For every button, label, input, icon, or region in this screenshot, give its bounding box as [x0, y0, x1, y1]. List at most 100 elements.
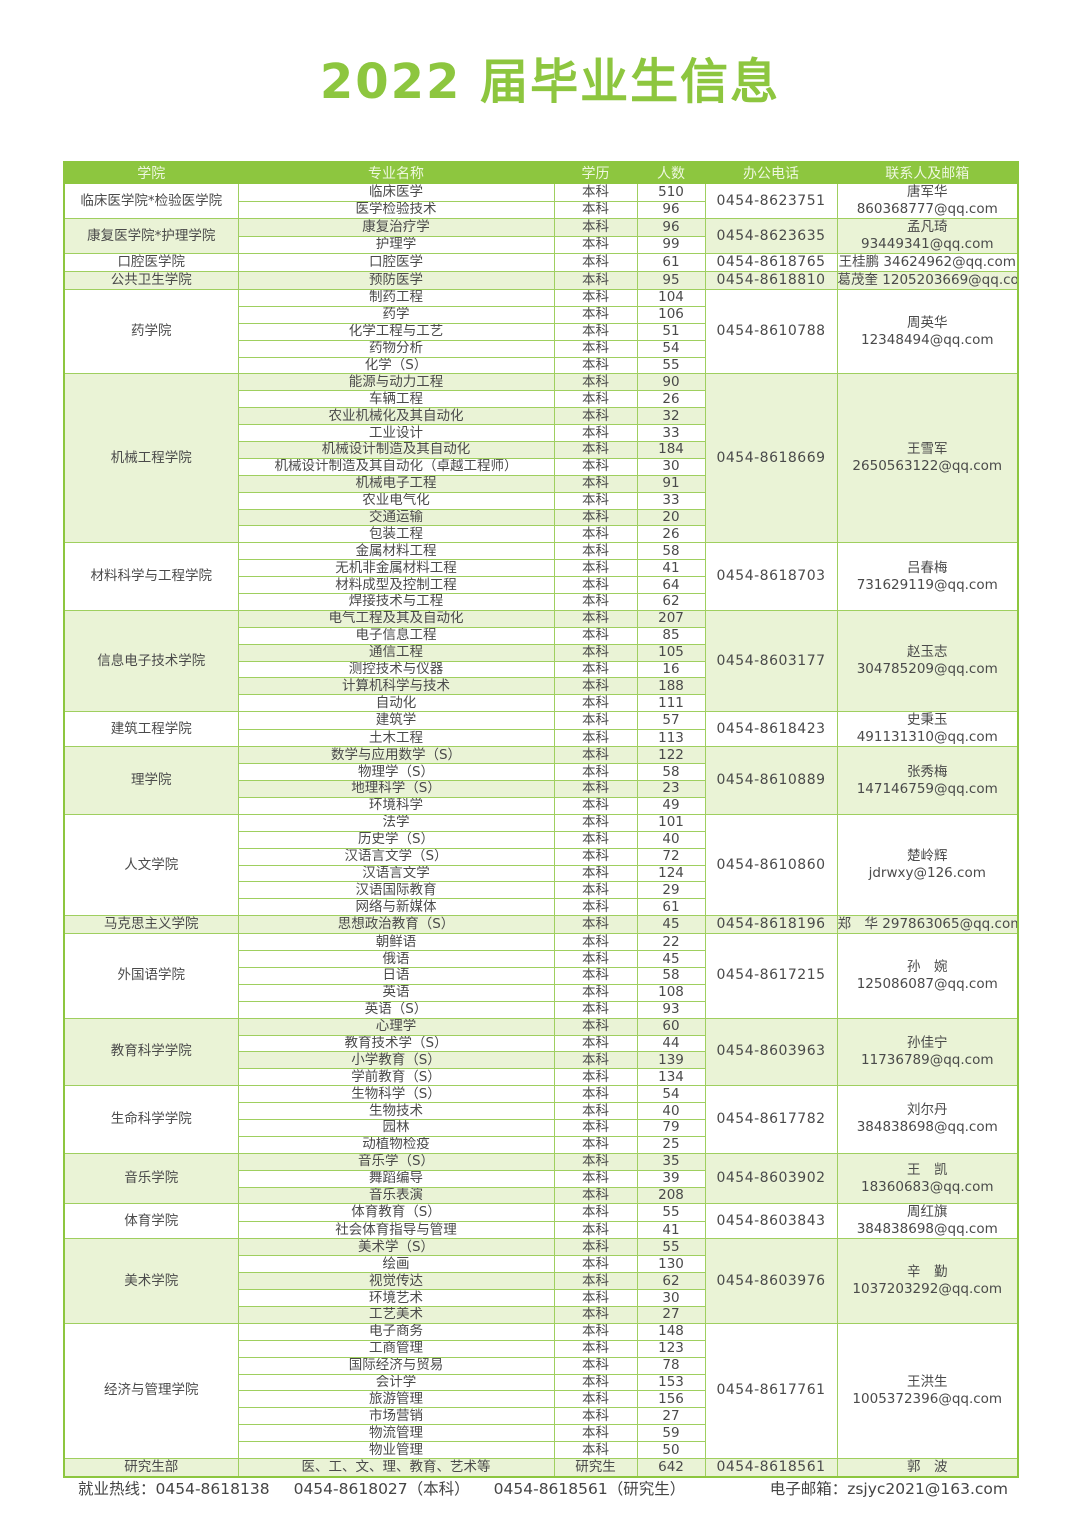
- contact-info: 楚岭辉 jdrwxy@126.com: [836, 813, 1019, 917]
- major-name: 地理科学（S）: [237, 780, 555, 798]
- header-contact: 联系人及邮箱: [836, 161, 1019, 184]
- graduate-count: 61: [636, 898, 706, 917]
- table-row: 机械设计制造及其自动化 本科 184: [64, 441, 1018, 459]
- major-name: 朝鲜语: [237, 933, 555, 952]
- degree: 本科: [553, 1289, 638, 1307]
- degree: 研究生: [553, 1458, 638, 1478]
- degree: 本科: [553, 322, 638, 341]
- major-name: 心理学: [237, 1017, 555, 1036]
- office-phone: 0454-8603843: [704, 1203, 838, 1240]
- contact-info: 唐军华 860368777@qq.com: [836, 183, 1019, 219]
- contact-email: 384838698@qq.com: [856, 1221, 998, 1238]
- major-name: 无机非金属材料工程: [237, 559, 555, 578]
- contact-info: 史秉玉 491131310@qq.com: [836, 711, 1019, 748]
- degree: 本科: [553, 200, 638, 219]
- degree: 本科: [553, 508, 638, 527]
- graduate-count: 22: [636, 933, 706, 952]
- contact-name: 王桂鹏 34624962@qq.com: [838, 254, 1016, 271]
- major-name: 护理学: [237, 235, 555, 254]
- office-phone: 0454-8623635: [704, 218, 838, 254]
- major-name: 测控技术与仪器: [237, 660, 555, 679]
- office-phone: 0454-8617215: [704, 933, 838, 1019]
- graduate-count: 58: [636, 763, 706, 782]
- table-row: 学前教育（S） 本科 134: [64, 1068, 1018, 1087]
- degree: 本科: [553, 289, 638, 307]
- table-row: 汉语国际教育 本科 29: [64, 881, 1018, 900]
- major-name: 英语（S）: [237, 1000, 555, 1019]
- table-row: 无机非金属材料工程 本科 41: [64, 559, 1018, 578]
- graduate-count: 105: [636, 643, 706, 662]
- contact-name: 辛 勤: [907, 1264, 948, 1281]
- table-row: 绘画 本科 130: [64, 1255, 1018, 1274]
- contact-email: 18360683@qq.com: [861, 1178, 994, 1195]
- graduate-count: 108: [636, 983, 706, 1002]
- major-name: 药学: [237, 305, 555, 324]
- contact-info: 王 凯 18360683@qq.com: [836, 1152, 1019, 1205]
- degree: 本科: [553, 660, 638, 679]
- degree: 本科: [553, 1186, 638, 1205]
- office-phone: 0454-8603963: [704, 1017, 838, 1087]
- college-name: 药学院: [63, 288, 239, 375]
- degree: 本科: [553, 1152, 638, 1171]
- degree: 本科: [553, 457, 638, 476]
- major-name: 医学检验技术: [237, 200, 555, 219]
- graduate-count: 58: [636, 966, 706, 985]
- major-name: 工商管理: [237, 1339, 555, 1358]
- degree: 本科: [553, 491, 638, 510]
- graduate-count: 26: [636, 390, 706, 409]
- table-row: 教育技术学（S） 本科 44: [64, 1034, 1018, 1053]
- graduate-count: 153: [636, 1373, 706, 1392]
- graduate-count: 55: [636, 1203, 706, 1222]
- major-name: 计算机科学与技术: [237, 677, 555, 696]
- degree: 本科: [553, 1356, 638, 1375]
- degree: 本科: [553, 915, 638, 935]
- table-row: 美术学院 美术学（S） 本科 55 0454-8603976 辛 勤 1037203292@…: [63, 1238, 1019, 1324]
- college-name: 理学院: [63, 746, 239, 815]
- degree: 本科: [553, 1085, 638, 1104]
- degree: 本科: [553, 542, 638, 561]
- graduate-count: 104: [636, 289, 706, 307]
- major-name: 电气工程及其及自动化: [237, 609, 555, 628]
- table-row: 理学院 数学与应用数学（S） 本科 122 0454-8610889 张秀梅 1471467…: [63, 746, 1019, 815]
- degree: 本科: [553, 1068, 638, 1087]
- degree: 本科: [553, 1118, 638, 1137]
- degree: 本科: [553, 780, 638, 798]
- graduate-count: 79: [636, 1118, 706, 1137]
- major-name: 农业电气化: [237, 491, 555, 510]
- degree: 本科: [553, 235, 638, 254]
- major-name: 生物技术: [237, 1102, 555, 1120]
- header-college: 学院: [63, 161, 239, 184]
- major-name: 汉语言文学: [237, 864, 555, 883]
- office-phone: 0454-8618423: [704, 711, 838, 748]
- major-name: 制药工程: [237, 289, 555, 307]
- table-row: 焊接技术与工程 本科 62: [64, 593, 1018, 611]
- header-degree: 学历: [553, 161, 638, 184]
- major-name: 药物分析: [237, 339, 555, 358]
- degree: 本科: [553, 1272, 638, 1291]
- graduate-count: 62: [636, 1272, 706, 1291]
- degree: 本科: [553, 950, 638, 968]
- office-phone: 0454-8618196: [704, 915, 838, 935]
- major-name: 化学工程与工艺: [237, 322, 555, 341]
- contact-info: 刘尔丹 384838698@qq.com: [836, 1085, 1019, 1154]
- major-name: 能源与动力工程: [237, 373, 555, 392]
- major-name: 车辆工程: [237, 390, 555, 409]
- major-name: 土木工程: [237, 728, 555, 748]
- major-name: 音乐表演: [237, 1186, 555, 1205]
- table-row: 动植物检疫 本科 25: [64, 1135, 1018, 1154]
- graduate-count: 60: [636, 1017, 706, 1036]
- major-name: 舞蹈编导: [237, 1169, 555, 1188]
- graduate-count: 40: [636, 1102, 706, 1120]
- contact-name: 史秉玉: [907, 712, 948, 729]
- major-name: 工业设计: [237, 424, 555, 443]
- degree: 本科: [553, 576, 638, 595]
- major-name: 社会体育指导与管理: [237, 1220, 555, 1240]
- major-name: 临床医学: [237, 183, 555, 202]
- table-row: 工业设计 本科 33: [64, 424, 1018, 443]
- table-row: 工商管理 本科 123: [64, 1339, 1018, 1358]
- table-row: 视觉传达 本科 62: [64, 1272, 1018, 1291]
- table-row: 测控技术与仪器 本科 16: [64, 660, 1018, 679]
- table-row: 马克思主义学院 思想政治教育（S） 本科 45 0454-8618196 郑 华 2978…: [63, 915, 1019, 935]
- degree: 本科: [553, 305, 638, 324]
- degree: 本科: [553, 1102, 638, 1120]
